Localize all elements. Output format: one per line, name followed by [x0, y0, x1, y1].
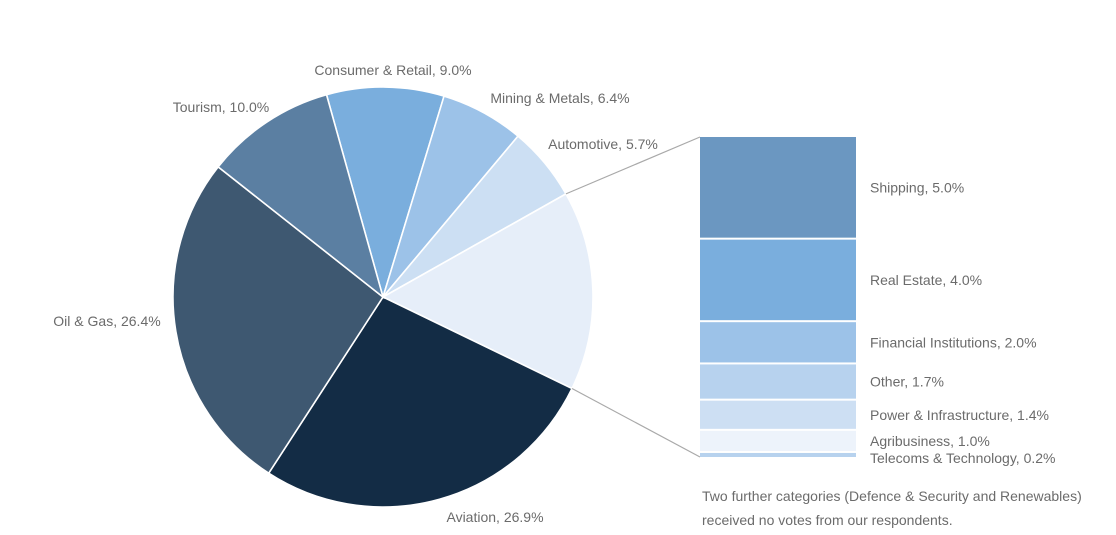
- bar-segment-other: [700, 364, 856, 399]
- bar-label-financial-institutions: Financial Institutions, 2.0%: [870, 334, 1037, 350]
- slice-label-consumer-retail: Consumer & Retail, 9.0%: [314, 62, 471, 78]
- connector-line-bottom: [571, 387, 701, 458]
- bar-label-agribusiness: Agribusiness, 1.0%: [870, 433, 990, 449]
- bar-label-power-infrastructure: Power & Infrastructure, 1.4%: [870, 407, 1049, 423]
- breakdown-bar: [700, 137, 856, 457]
- bar-segment-telecoms-technology: [700, 452, 856, 457]
- pie-slice-oil-gas: [172, 165, 385, 475]
- bar-segment-shipping: [700, 137, 856, 238]
- slice-label-tourism: Tourism, 10.0%: [173, 99, 269, 115]
- connector-line-top: [565, 136, 701, 195]
- pie-slice-other: [381, 192, 594, 390]
- slice-label-oil-gas: Oil & Gas, 26.4%: [53, 313, 160, 329]
- slice-label-automotive: Automotive, 5.7%: [548, 136, 658, 152]
- bar-label-shipping: Shipping, 5.0%: [870, 179, 964, 195]
- bar-label-real-estate: Real Estate, 4.0%: [870, 272, 982, 288]
- bar-label-other: Other, 1.7%: [870, 374, 944, 390]
- bar-segment-real-estate: [700, 239, 856, 321]
- footnote-text: Two further categories (Defence & Securi…: [702, 488, 1082, 528]
- pie-slice-aviation: [267, 295, 574, 508]
- data-labels: Consumer & Retail, 9.0% Mining & Metals, …: [53, 62, 1055, 525]
- pie-slices: [172, 86, 594, 508]
- bar-segment-agribusiness: [700, 430, 856, 451]
- connector-lines: [565, 136, 701, 458]
- slice-label-aviation: Aviation, 26.9%: [446, 509, 543, 525]
- bar-segment-power-infrastructure: [700, 400, 856, 429]
- pie-slice-consumer-retail: [325, 86, 446, 300]
- pie-slice-tourism: [217, 93, 385, 300]
- bar-label-telecoms-technology: Telecoms & Technology, 0.2%: [870, 450, 1055, 466]
- slice-label-mining-metals: Mining & Metals, 6.4%: [490, 90, 629, 106]
- bar-segment-financial-institutions: [700, 322, 856, 363]
